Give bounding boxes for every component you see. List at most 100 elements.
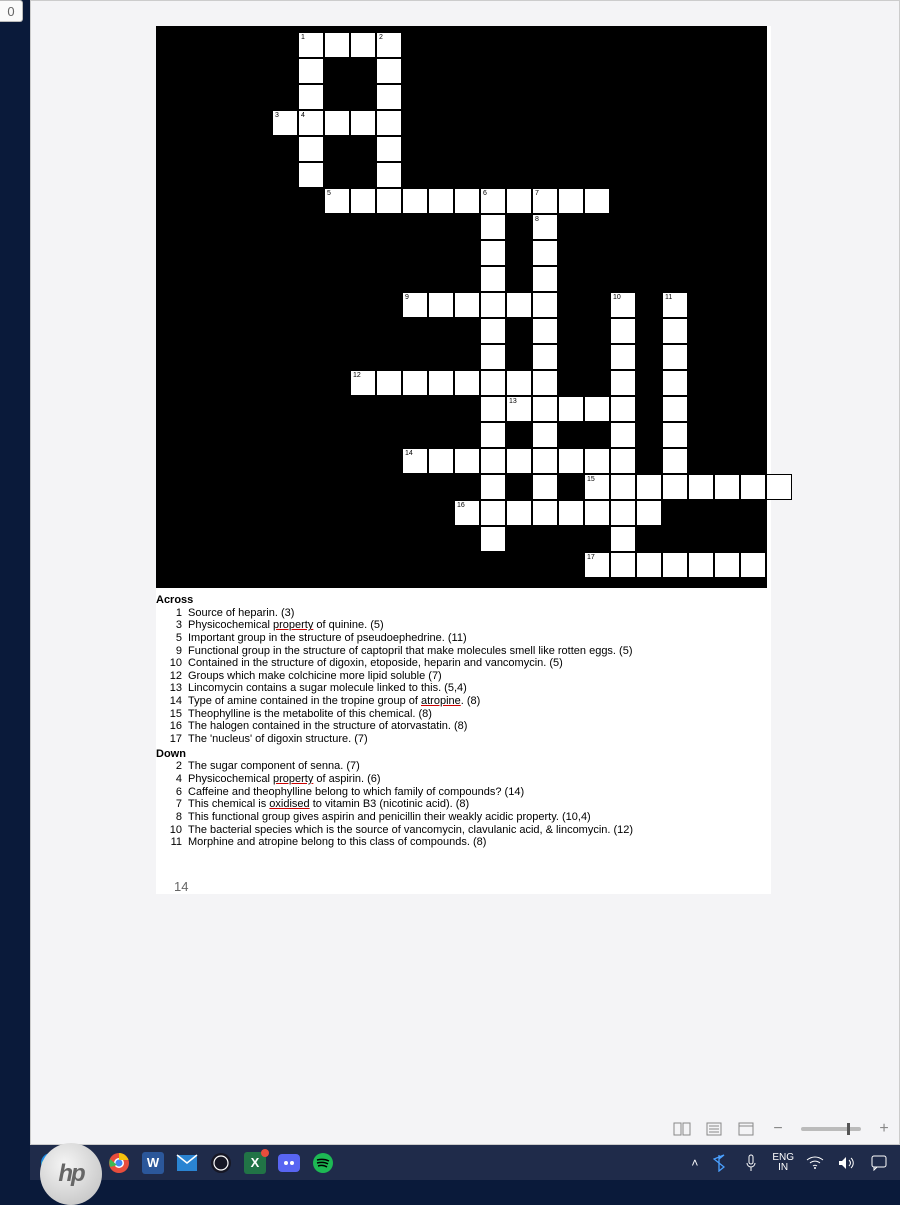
crossword-cell[interactable]: 9 xyxy=(402,292,428,318)
crossword-cell[interactable] xyxy=(662,552,688,578)
crossword-cell[interactable] xyxy=(480,318,506,344)
crossword-cell[interactable] xyxy=(610,552,636,578)
crossword-cell[interactable] xyxy=(376,162,402,188)
crossword-cell[interactable] xyxy=(532,370,558,396)
crossword-cell[interactable] xyxy=(584,500,610,526)
crossword-cell[interactable] xyxy=(610,500,636,526)
crossword-cell[interactable] xyxy=(610,370,636,396)
crossword-cell[interactable] xyxy=(402,188,428,214)
crossword-cell[interactable]: 14 xyxy=(402,448,428,474)
excel-icon[interactable]: X xyxy=(244,1152,266,1174)
crossword-cell[interactable] xyxy=(610,422,636,448)
crossword-cell[interactable] xyxy=(428,292,454,318)
crossword-cell[interactable] xyxy=(610,448,636,474)
crossword-cell[interactable] xyxy=(506,188,532,214)
crossword-cell[interactable]: 1 xyxy=(298,32,324,58)
crossword-cell[interactable] xyxy=(376,58,402,84)
chrome-icon[interactable] xyxy=(108,1152,130,1174)
print-layout-icon[interactable] xyxy=(705,1120,723,1138)
crossword-cell[interactable] xyxy=(376,136,402,162)
crossword-cell[interactable] xyxy=(636,474,662,500)
microphone-icon[interactable] xyxy=(740,1152,762,1174)
spotify-icon[interactable] xyxy=(312,1152,334,1174)
crossword-cell[interactable] xyxy=(532,292,558,318)
crossword-cell[interactable] xyxy=(662,448,688,474)
crossword-cell[interactable] xyxy=(350,32,376,58)
crossword-cell[interactable]: 4 xyxy=(298,110,324,136)
crossword-cell[interactable] xyxy=(610,344,636,370)
crossword-cell[interactable] xyxy=(298,136,324,162)
crossword-cell[interactable] xyxy=(480,448,506,474)
wifi-icon[interactable] xyxy=(804,1152,826,1174)
crossword-cell[interactable] xyxy=(532,500,558,526)
crossword-cell[interactable] xyxy=(454,448,480,474)
crossword-cell[interactable] xyxy=(480,526,506,552)
crossword-cell[interactable] xyxy=(376,188,402,214)
crossword-cell[interactable]: 13 xyxy=(506,396,532,422)
circle-app-icon[interactable] xyxy=(210,1152,232,1174)
crossword-cell[interactable]: 5 xyxy=(324,188,350,214)
crossword-cell[interactable] xyxy=(714,552,740,578)
word-icon[interactable]: W xyxy=(142,1152,164,1174)
crossword-cell[interactable] xyxy=(532,240,558,266)
crossword-cell[interactable] xyxy=(610,396,636,422)
crossword-cell[interactable] xyxy=(428,448,454,474)
crossword-cell[interactable] xyxy=(298,84,324,110)
crossword-cell[interactable] xyxy=(636,552,662,578)
crossword-cell[interactable] xyxy=(480,422,506,448)
crossword-cell[interactable] xyxy=(480,474,506,500)
crossword-cell[interactable] xyxy=(480,344,506,370)
notifications-icon[interactable] xyxy=(868,1152,890,1174)
mail-icon[interactable] xyxy=(176,1152,198,1174)
crossword-cell[interactable]: 16 xyxy=(454,500,480,526)
crossword-cell[interactable] xyxy=(428,370,454,396)
crossword-cell[interactable] xyxy=(584,396,610,422)
zoom-out-icon[interactable]: − xyxy=(769,1120,787,1138)
crossword-cell[interactable] xyxy=(688,552,714,578)
crossword-cell[interactable] xyxy=(480,240,506,266)
crossword-cell[interactable] xyxy=(350,188,376,214)
crossword-cell[interactable] xyxy=(480,500,506,526)
crossword-cell[interactable] xyxy=(714,474,740,500)
crossword-cell[interactable] xyxy=(480,370,506,396)
crossword-cell[interactable] xyxy=(610,526,636,552)
crossword-cell[interactable] xyxy=(428,188,454,214)
crossword-cell[interactable] xyxy=(376,84,402,110)
crossword-cell[interactable] xyxy=(532,422,558,448)
reading-view-icon[interactable] xyxy=(673,1120,691,1138)
crossword-cell[interactable] xyxy=(480,396,506,422)
crossword-cell[interactable] xyxy=(506,292,532,318)
chevron-up-icon[interactable]: ˄ xyxy=(691,1156,698,1170)
crossword-cell[interactable] xyxy=(532,474,558,500)
crossword-cell[interactable]: 7 xyxy=(532,188,558,214)
crossword-cell[interactable] xyxy=(376,110,402,136)
crossword-cell[interactable] xyxy=(610,474,636,500)
crossword-cell[interactable] xyxy=(324,32,350,58)
crossword-cell[interactable] xyxy=(298,162,324,188)
crossword-cell[interactable]: 3 xyxy=(272,110,298,136)
crossword-cell[interactable] xyxy=(454,188,480,214)
crossword-cell[interactable] xyxy=(662,422,688,448)
crossword-cell[interactable] xyxy=(610,318,636,344)
crossword-cell[interactable] xyxy=(532,396,558,422)
crossword-cell[interactable] xyxy=(688,474,714,500)
bluetooth-icon[interactable] xyxy=(708,1152,730,1174)
crossword-cell[interactable] xyxy=(506,370,532,396)
crossword-cell[interactable] xyxy=(506,500,532,526)
crossword-cell[interactable]: 8 xyxy=(532,214,558,240)
crossword-cell[interactable] xyxy=(662,318,688,344)
crossword-cell[interactable]: 10 xyxy=(610,292,636,318)
crossword-cell[interactable] xyxy=(532,344,558,370)
crossword-cell[interactable] xyxy=(740,552,766,578)
crossword-cell[interactable] xyxy=(376,370,402,396)
crossword-cell[interactable] xyxy=(584,448,610,474)
crossword-cell[interactable] xyxy=(480,292,506,318)
crossword-cell[interactable]: 12 xyxy=(350,370,376,396)
crossword-cell[interactable] xyxy=(298,58,324,84)
crossword-cell[interactable] xyxy=(558,188,584,214)
crossword-cell[interactable] xyxy=(480,266,506,292)
crossword-cell[interactable] xyxy=(558,396,584,422)
crossword-cell[interactable] xyxy=(402,370,428,396)
crossword-cell[interactable] xyxy=(532,448,558,474)
crossword-cell[interactable] xyxy=(766,474,792,500)
